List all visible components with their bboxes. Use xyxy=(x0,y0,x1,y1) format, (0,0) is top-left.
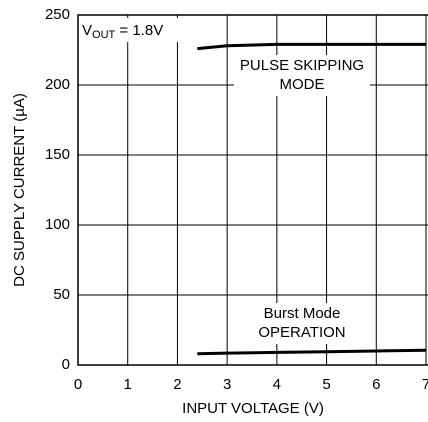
x-tick-label: 7 xyxy=(422,376,428,393)
x-tick-label: 4 xyxy=(273,376,281,393)
annotation-part: OUT xyxy=(92,29,116,41)
annotation: VOUT = 1.8V xyxy=(82,22,163,41)
series-label: OPERATION xyxy=(258,324,345,341)
y-tick-label: 50 xyxy=(53,286,70,303)
series-label-bg xyxy=(234,55,370,96)
x-tick-label: 3 xyxy=(223,376,231,393)
y-axis-label: DC SUPPLY CURRENT (µA) xyxy=(11,93,28,287)
y-tick-label: 0 xyxy=(62,356,70,373)
x-axis-label: INPUT VOLTAGE (V) xyxy=(182,400,324,417)
x-tick-label: 1 xyxy=(124,376,132,393)
y-tick-label: 200 xyxy=(45,76,70,93)
y-tick-label: 150 xyxy=(45,146,70,163)
x-tick-label: 5 xyxy=(322,376,330,393)
series-line xyxy=(197,42,426,51)
annotation-part: = 1.8V xyxy=(115,22,163,39)
y-tick-label: 250 xyxy=(45,6,70,23)
series-label: Burst Mode xyxy=(264,305,341,322)
y-tick-label: 100 xyxy=(45,216,70,233)
x-tick-label: 6 xyxy=(372,376,380,393)
series-label: PULSE SKIPPING xyxy=(240,57,364,74)
annotation-bg xyxy=(80,18,178,42)
annotation-part: V xyxy=(82,22,92,39)
series-label-bg xyxy=(234,303,370,344)
series-label: MODE xyxy=(280,76,325,93)
plot-border xyxy=(77,14,428,366)
x-tick-label: 2 xyxy=(173,376,181,393)
series-line xyxy=(197,348,427,356)
x-tick-label: 0 xyxy=(74,376,82,393)
